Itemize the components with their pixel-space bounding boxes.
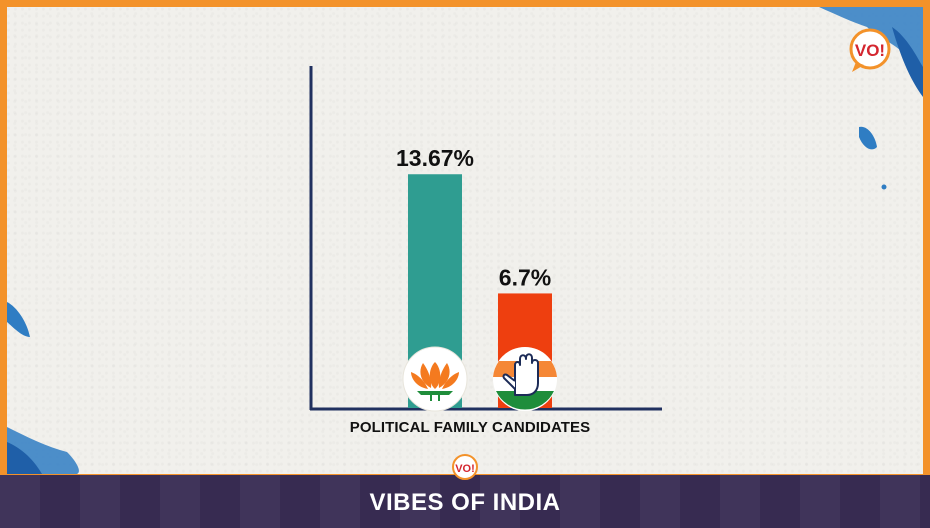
bar-chart: 13.67% 6.7%: [309, 66, 662, 412]
svg-text:VO!: VO!: [855, 41, 885, 60]
hand-icon: [493, 347, 557, 411]
value-label-bjp: 13.67%: [396, 145, 474, 171]
footer-logo-icon: VO!: [452, 454, 478, 480]
footer-title: VIBES OF INDIA: [369, 489, 561, 516]
lotus-icon: [402, 346, 468, 412]
paper-background: [7, 7, 923, 520]
svg-text:VO!: VO!: [455, 463, 475, 475]
value-label-congress: 6.7%: [499, 264, 551, 290]
x-axis-label: POLITICAL FAMILY CANDIDATES: [349, 419, 591, 436]
footer-banner: VIBES OF INDIA: [0, 474, 930, 528]
vibes-of-india-logo: VO!: [849, 28, 891, 72]
paint-splash-decoration: [7, 7, 923, 474]
